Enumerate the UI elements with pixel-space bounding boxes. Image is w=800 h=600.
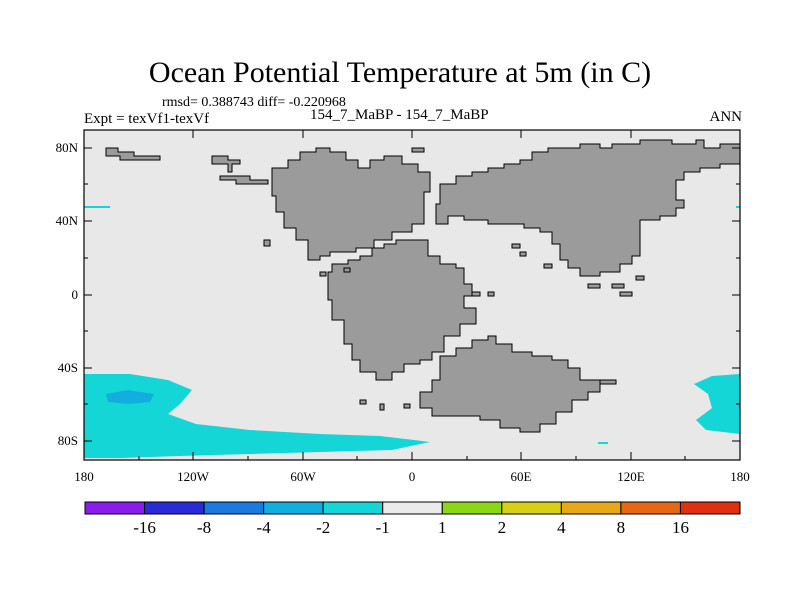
colorbar-label: 1 [438,518,447,537]
landmass-island-arctic-2 [211,155,241,173]
lat-label-40n: 40N [55,213,78,228]
anomaly-region-southeast [694,374,740,434]
landmass-islet [343,267,351,273]
colorbar-swatch [322,501,384,515]
colorbar-label: 4 [557,518,566,537]
lat-label-80s: 80S [57,433,78,448]
lon-label-180w: 180 [74,469,94,484]
lat-label-40s: 40S [57,360,78,375]
landmass-islet [619,291,633,297]
colorbar-label: 8 [616,518,626,537]
colorbar-swatch [382,501,443,515]
anomaly-core [106,390,154,404]
anomaly-mark-small [598,442,608,444]
landmass-islet [403,403,411,409]
lat-ticks [84,147,740,442]
landmass-islet [519,251,527,257]
landmass-islet [611,283,625,289]
landmass-islet [263,239,271,247]
landmass-island-arctic-4 [411,147,425,153]
colorbar-swatch [203,501,265,515]
landmass-islet [599,379,617,385]
landmass-islet [587,283,601,289]
anomaly-region-south [84,374,430,458]
stats-line: rmsd= 0.388743 diff= -0.220968 [162,95,346,110]
lat-label-0: 0 [71,287,79,302]
lon-ticks [138,130,686,460]
lon-label-120w: 120W [177,469,209,484]
landmass-islet [487,291,495,297]
colorbar-label: -4 [256,518,271,537]
colorbar-label: -1 [375,518,390,537]
lon-label-60w: 60W [290,469,316,484]
colorbar-swatch [84,501,146,515]
anomaly-mark-east [736,206,740,208]
colorbar-label: 16 [671,518,689,537]
landmass-island-arctic-3 [219,175,269,185]
landmass-islet [543,263,553,269]
lon-label-180e: 180 [730,469,750,484]
lon-label-0: 0 [408,469,416,484]
colorbar-swatch [441,501,503,515]
lat-label-80n: 80N [55,140,78,155]
colorbar-swatch [620,501,681,515]
landmass-islet [511,243,521,249]
colorbar-swatch [501,501,562,515]
landmass-islet [635,275,645,281]
colorbar-label: -8 [196,518,212,537]
colorbar-label: -16 [133,518,156,537]
lon-label-60e: 60E [510,469,532,484]
landmass-islet [471,291,481,297]
colorbar-label: 2 [497,518,507,537]
landmass-gondwana-west [327,239,477,381]
landmass-island-arctic-1 [105,147,161,161]
colorbar-swatch [560,501,622,515]
landmass-islet [319,271,327,277]
anomaly-mark-west [84,206,110,208]
landmass-gondwana-east [419,335,601,433]
landmass-asia [435,139,741,277]
colorbar-swatch [263,501,324,515]
plot-title: Ocean Potential Temperature at 5m (in C) [148,56,652,89]
landmass-islet [379,403,385,411]
lon-label-120e: 120E [617,469,645,484]
case-label: 154_7_MaBP - 154_7_MaBP [310,107,489,123]
colorbar-swatch [679,501,741,515]
landmass-islet [359,399,367,405]
colorbar-label: -2 [316,518,331,537]
colorbar-swatch [144,501,205,515]
experiment-label: Expt = texVf1-texVf [84,111,210,127]
colorbar [84,501,741,515]
season-label: ANN [709,109,743,125]
landmass-north-america [271,147,431,261]
